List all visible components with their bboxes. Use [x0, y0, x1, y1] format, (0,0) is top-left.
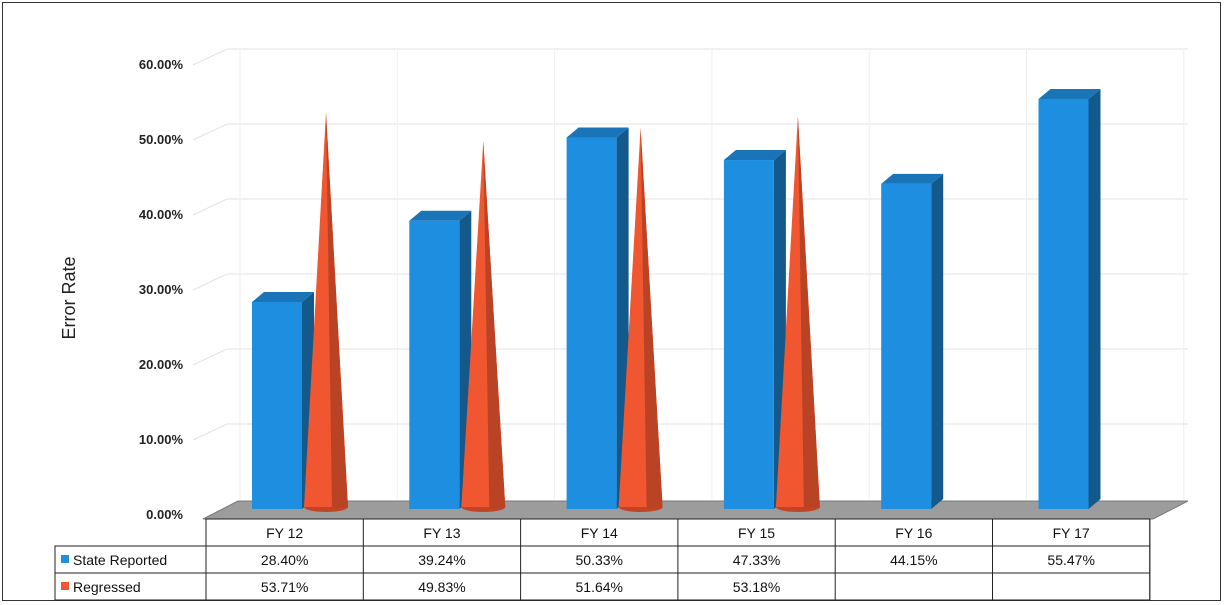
bar-top — [409, 210, 472, 221]
y-tick-label: 30.00% — [139, 282, 184, 297]
gridline-side — [192, 423, 228, 441]
data-label: 55.47% — [1047, 552, 1094, 568]
x-tick-label: FY 15 — [738, 525, 775, 541]
y-tick-label: 40.00% — [139, 207, 184, 222]
legend-swatch — [61, 555, 69, 563]
data-label: 53.71% — [261, 579, 308, 595]
x-tick-label: FY 17 — [1053, 525, 1090, 541]
chart-svg: 0.00% 10.00% 20.00% 30.00% 40.00% 50.00% 60.00… — [54, 48, 1189, 601]
gridline-side — [192, 123, 228, 141]
bar-top — [881, 173, 944, 184]
bar-side — [1088, 88, 1101, 509]
cone-shade — [797, 116, 820, 510]
x-tick-label: FY 16 — [895, 525, 932, 541]
bar-state-reported — [409, 220, 460, 509]
data-label: 28.40% — [261, 552, 308, 568]
x-tick-label: FY 14 — [581, 525, 618, 541]
legend-entry: Regressed — [73, 579, 141, 595]
y-tick-label: 0.00% — [146, 507, 183, 522]
cone-shade — [483, 141, 506, 509]
data-label: 51.64% — [576, 579, 623, 595]
data-label: 50.33% — [576, 552, 623, 568]
y-tick-label: 20.00% — [139, 357, 184, 372]
data-label: 44.15% — [890, 552, 937, 568]
data-label: 39.24% — [418, 552, 465, 568]
gridline-side — [192, 273, 228, 291]
data-label: 47.33% — [733, 552, 780, 568]
bar-state-reported — [1038, 98, 1089, 509]
bar-top — [566, 127, 629, 138]
cone-shade — [640, 127, 663, 509]
cone-shade — [326, 112, 348, 510]
y-tick-label: 50.00% — [139, 132, 184, 147]
data-label: 49.83% — [418, 579, 465, 595]
legend-entry: State Reported — [73, 552, 167, 568]
y-axis-label: Error Rate — [59, 256, 79, 339]
x-tick-label: FY 12 — [266, 525, 303, 541]
bar-state-reported — [723, 160, 774, 509]
data-label: 53.18% — [733, 579, 780, 595]
bar-side — [931, 173, 944, 509]
bar-top — [1038, 88, 1101, 99]
bar-state-reported — [252, 302, 302, 509]
y-tick-label: 60.00% — [139, 57, 184, 72]
gridline-side — [192, 198, 228, 216]
bar-state-reported — [566, 137, 617, 509]
gridline-side — [192, 348, 228, 366]
bar-top — [723, 150, 786, 161]
bar-state-reported — [881, 183, 932, 509]
legend-swatch — [61, 582, 69, 590]
bar-top — [252, 292, 314, 302]
x-tick-label: FY 13 — [423, 525, 460, 541]
y-tick-label: 10.00% — [139, 432, 184, 447]
gridline-side — [192, 48, 228, 66]
